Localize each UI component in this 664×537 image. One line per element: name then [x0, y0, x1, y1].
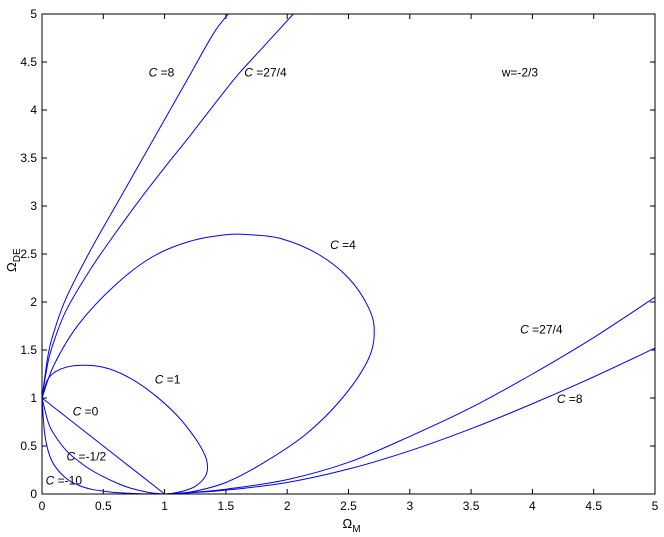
x-tick-label: 1 [161, 499, 168, 513]
x-axis-label: ΩM [343, 516, 361, 535]
x-tick-label: 0.5 [95, 499, 112, 513]
y-tick-label: 3.5 [20, 151, 37, 165]
y-tick-label: 0.5 [20, 439, 37, 453]
curve-3 [41, 364, 209, 495]
curve-1 [41, 13, 294, 399]
curve-label-6: C =-10 [46, 473, 83, 487]
y-tick-label: 4.5 [20, 55, 37, 69]
curve-label-7: C =27/4 [520, 323, 563, 337]
plot-frame [41, 13, 656, 495]
x-tick-label: 0 [39, 499, 46, 513]
y-tick-label: 3 [30, 199, 37, 213]
curve-label-2: C =4 [330, 238, 356, 252]
curve-label-symbol: C [73, 404, 82, 418]
curve-label-symbol: C [330, 238, 339, 252]
curve-label-value: =27/4 [253, 65, 287, 79]
x-tick-label: 3 [406, 499, 413, 513]
curve-4 [41, 397, 165, 495]
label-layer: C =8 C =27/4C =4C =1C =0C =-1/2C =-10C =2… [46, 65, 583, 487]
curve-label-value: =27/4 [529, 323, 563, 337]
curve-layer [41, 13, 656, 495]
y-tick-label: 4 [30, 103, 37, 117]
x-tick-label: 3.5 [463, 499, 480, 513]
curve-label-value: =0 [81, 404, 98, 418]
curve-label-value: =-1/2 [75, 449, 106, 463]
curve-label-symbol: C [46, 473, 55, 487]
y-axis-label-sub: DE [12, 248, 23, 262]
curve-label-value: =8 [566, 392, 583, 406]
curve-label-symbol: C [149, 65, 158, 79]
curve-label-symbol: C [244, 65, 253, 79]
curve-label-value: =8 [157, 65, 174, 79]
curve-label-symbol: C [557, 392, 566, 406]
curve-label-symbol: C [67, 449, 76, 463]
curve-label-value: =-10 [54, 473, 82, 487]
x-tick-label: 2.5 [340, 499, 357, 513]
curve-5 [41, 397, 165, 495]
curve-label-symbol: C [520, 323, 529, 337]
x-tick-label: 2 [284, 499, 291, 513]
curve-label-symbol: C [155, 373, 164, 387]
y-tick-label: 2 [30, 295, 37, 309]
x-tick-label: 4.5 [585, 499, 602, 513]
curve-label-1: C =27/4 [244, 65, 287, 79]
y-tick-label: 5 [30, 7, 37, 21]
curve-label-8: C =8 [557, 392, 583, 406]
x-axis-label-main: Ω [343, 516, 353, 531]
curve-8 [164, 347, 656, 495]
curve-label-3: C =1 [155, 373, 181, 387]
curve-label-value: =1 [163, 373, 180, 387]
x-tick-label: 5 [652, 499, 659, 513]
curve-label-5: C =-1/2 [67, 449, 107, 463]
tick-layer: 0 0.5 1 1.5 2 2.5 3 3.5 4 4.5 5 0 0.5 1 1.5 2 2.5 3 3.5 4 4.… [20, 7, 658, 513]
curve-7 [164, 296, 656, 495]
curve-2 [41, 233, 375, 495]
y-axis-label: ΩDE [4, 248, 23, 272]
x-tick-label: 4 [529, 499, 536, 513]
curve-0 [41, 13, 229, 399]
curve-label-value: =4 [339, 238, 356, 252]
y-tick-label: 0 [30, 487, 37, 501]
y-tick-label: 1 [30, 391, 37, 405]
y-axis-label-main: Ω [4, 262, 19, 272]
curve-label-4: C =0 [73, 404, 99, 418]
y-tick-label: 2.5 [20, 247, 37, 261]
parameter-annotation: w=-2/3 [501, 65, 539, 79]
curve-label-0: C =8 [149, 65, 175, 79]
y-tick-label: 1.5 [20, 343, 37, 357]
x-axis-label-sub: M [352, 524, 360, 535]
x-tick-label: 1.5 [218, 499, 235, 513]
